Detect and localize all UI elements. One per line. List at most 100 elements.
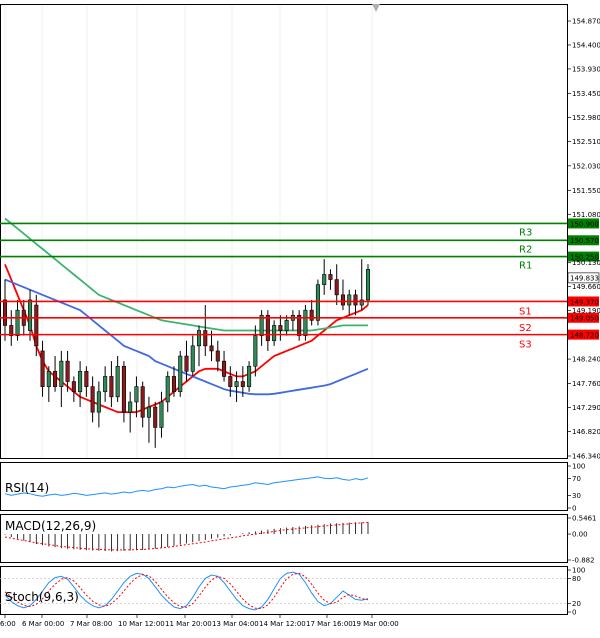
level-price-label: 149.050 [570,315,599,323]
candle-bull [128,401,133,413]
candle-bear [222,360,227,377]
price-tick-label: 153.930 [572,65,600,73]
pane-tick-label: 80 [572,575,581,583]
candle-bull [347,294,352,306]
stoch-d-line [4,572,369,610]
candle-bull [165,376,170,403]
chart-shift-marker-icon[interactable] [372,4,380,12]
candle-bull [315,284,320,321]
candle-bear [209,345,214,352]
level-price-label: 150.250 [570,253,599,261]
candle-bull [190,345,195,372]
candle-bull [303,309,308,336]
candle-bear [265,314,270,342]
price-tick-label: 146.340 [572,453,600,461]
time-tick-label: 14 Mar 12:00 [259,620,306,628]
time-tick-label: 7 Mar 08:00 [70,620,112,628]
pane-tick-label: 20 [572,600,581,608]
candle-bull [253,335,258,367]
candle-bear [203,330,208,347]
rsi-line [4,476,369,497]
price-tick-label: 150.130 [572,259,600,267]
candle-bull [134,386,139,403]
pane-tick-label: 0.00 [572,531,588,539]
candle-bull [247,365,252,387]
candle-bear [65,360,70,382]
price-tick-label: 154.870 [572,18,600,26]
price-tick-label: 147.760 [572,380,600,388]
price-tick-label: 151.080 [572,211,600,219]
candle-bear [2,299,8,326]
pane-tick-label: 0 [572,505,576,513]
pane-tick-label: 100 [572,567,585,575]
price-tick-label: 149.660 [572,283,600,291]
candle-bear [328,274,333,280]
level-price-label: 149.370 [570,298,599,306]
macd-title: MACD(12,26,9) [5,519,96,533]
level-price-box [568,235,599,246]
candle-bear [334,279,339,296]
rsi-title: RSI(14) [5,481,49,495]
candle-bear [240,381,245,387]
candle-bear [153,406,158,428]
price-tick-label: 152.980 [572,114,600,122]
pane-tick-label: 0 [572,609,576,617]
pivot-levels: R3 150.900 R2 150.570 R1 150.250 S1 149.370 S2 14… [0,218,599,351]
level-name-s3: S3 [519,340,532,351]
level-price-box [568,312,599,323]
level-price-box [568,251,599,262]
ma-line [4,263,369,414]
candle-bull [15,309,20,336]
candle-bear [109,376,114,398]
candle-bear [215,350,220,362]
time-tick-label: 17 Mar 16:00 [306,620,353,628]
pane-tick-label: 0.5461 [572,515,597,523]
current-price-marker: 149.833 [567,272,600,284]
price-tick-label: 152.030 [572,162,600,170]
candle-bear [53,371,58,387]
time-tick-label: 19 Mar 00:00 [352,620,399,628]
candle-bull [78,371,83,393]
pane-tick-label: 30 [572,492,581,500]
price-tick-label: 149.190 [572,307,600,315]
candle-bull [178,355,183,393]
candle-bull [59,360,64,387]
price-tick-label: 147.290 [572,404,600,412]
pane-tick-label: 100 [572,463,585,471]
pane-tick-label: -0.882 [572,557,595,565]
current-price-label: 149.833 [570,275,599,283]
candle-bear [34,304,39,347]
candle-bear [309,309,314,321]
level-price-label: 150.570 [570,237,599,245]
candle-bear [340,294,345,306]
candle-bull [359,299,364,306]
price-axis: 154.870 154.400 153.930 153.450 152.980 152.5… [567,18,600,461]
candle-bull [322,274,327,285]
candle-bear [71,381,76,393]
price-tick-label: 148.240 [572,356,600,364]
candle-bull [146,406,151,418]
price-tick-label: 146.820 [572,428,600,436]
candle-bear [40,350,45,387]
candle-bull [196,330,202,347]
level-name-r1: R1 [519,261,532,272]
macd-pane: 0.5461 0.00 -0.882 [4,515,597,565]
level-price-box [568,218,599,229]
candle-bull [234,381,239,387]
ma-line [4,217,368,332]
time-tick-label: 6:00 [0,620,16,628]
stoch-title: Stoch(9,6,3) [5,590,79,604]
level-price-box [568,329,599,340]
macd-pane-frame [0,514,568,563]
candle-bear [184,355,189,372]
candle-bull [272,325,277,342]
time-tick-label: 11 Mar 20:00 [165,620,212,628]
rsi-pane: 100 70 30 0 [4,463,585,513]
candle-bear [353,294,358,306]
candle-bear [84,371,89,387]
candle-bear [90,386,95,413]
candle-bull [159,401,164,428]
